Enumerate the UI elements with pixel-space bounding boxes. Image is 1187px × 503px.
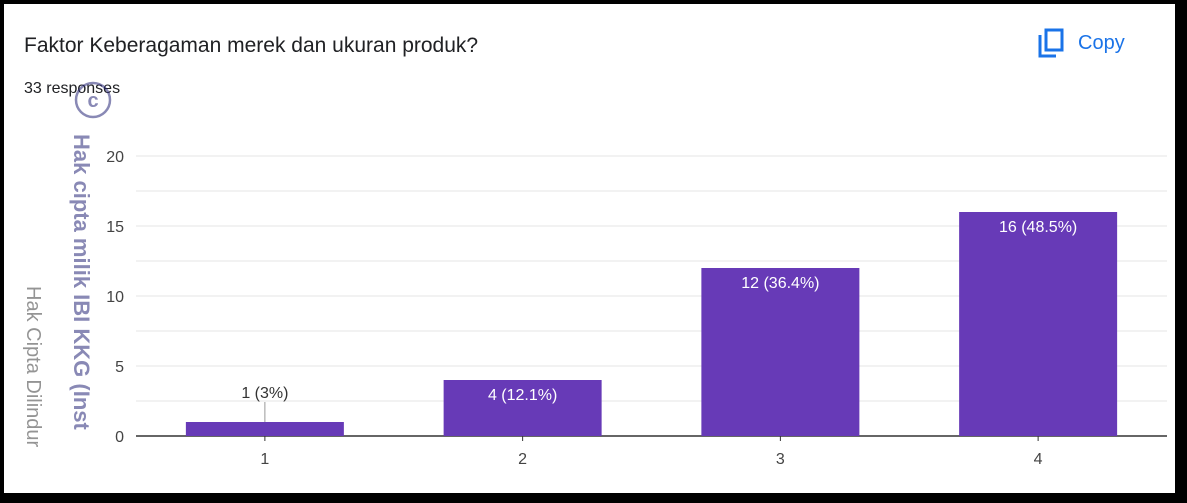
x-tick-label: 4 xyxy=(1034,451,1043,468)
watermark-light: Hak Cipta Dilindur xyxy=(22,286,44,448)
y-tick-label: 0 xyxy=(115,429,124,446)
x-tick-label: 2 xyxy=(518,451,527,468)
y-tick-label: 10 xyxy=(106,289,124,306)
y-tick-label: 5 xyxy=(115,359,124,376)
chart-card: Faktor Keberagaman merek dan ukuran prod… xyxy=(4,4,1175,493)
chart-title: Faktor Keberagaman merek dan ukuran prod… xyxy=(24,34,479,57)
svg-text:c: c xyxy=(87,90,98,112)
data-label: 1 (3%) xyxy=(241,385,288,402)
bar-chart: 0 5 10 15 20 1 1 (3%) 2 4 (12.1%) 3 12 (36.4%) 4 16 … xyxy=(106,149,1167,468)
data-label: 12 (36.4%) xyxy=(741,275,819,292)
bar xyxy=(701,268,860,436)
data-label: 4 (12.1%) xyxy=(488,387,557,404)
bar xyxy=(443,380,602,436)
copyright-seal: c xyxy=(74,81,112,119)
copy-label: Copy xyxy=(1078,31,1125,54)
copy-icon xyxy=(1038,28,1064,58)
y-tick-label: 15 xyxy=(106,219,124,236)
y-tick-label: 20 xyxy=(106,149,124,166)
bar xyxy=(959,212,1118,436)
x-tick-label: 1 xyxy=(260,451,269,468)
data-label: 16 (48.5%) xyxy=(999,219,1077,236)
watermark-bold: Hak cipta milik IBI KKG (Inst xyxy=(69,134,94,430)
x-tick-label: 3 xyxy=(776,451,785,468)
bar xyxy=(185,422,344,436)
copy-button[interactable]: Copy xyxy=(1038,28,1125,58)
